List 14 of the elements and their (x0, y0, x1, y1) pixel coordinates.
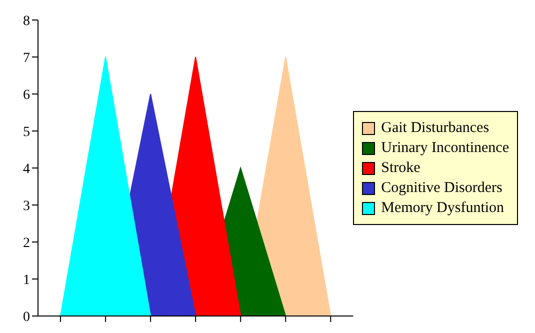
y-tick-label: 3 (23, 198, 30, 214)
legend-label: Memory Dysfuntion (381, 199, 504, 218)
y-tick-label: 8 (23, 14, 30, 29)
y-tick-label: 2 (23, 236, 30, 251)
legend-label: Gait Disturbances (381, 119, 490, 138)
y-tick-label: 0 (23, 310, 30, 325)
y-tick-label: 7 (23, 50, 30, 66)
y-tick-label: 4 (23, 162, 30, 177)
y-tick-label: 5 (23, 124, 30, 140)
y-tick-label: 1 (23, 272, 30, 288)
y-tick-label: 6 (23, 88, 30, 103)
legend-label: Stroke (381, 159, 420, 178)
legend-label: Urinary Incontinence (381, 139, 509, 158)
legend-label: Cognitive Disorders (381, 179, 502, 198)
